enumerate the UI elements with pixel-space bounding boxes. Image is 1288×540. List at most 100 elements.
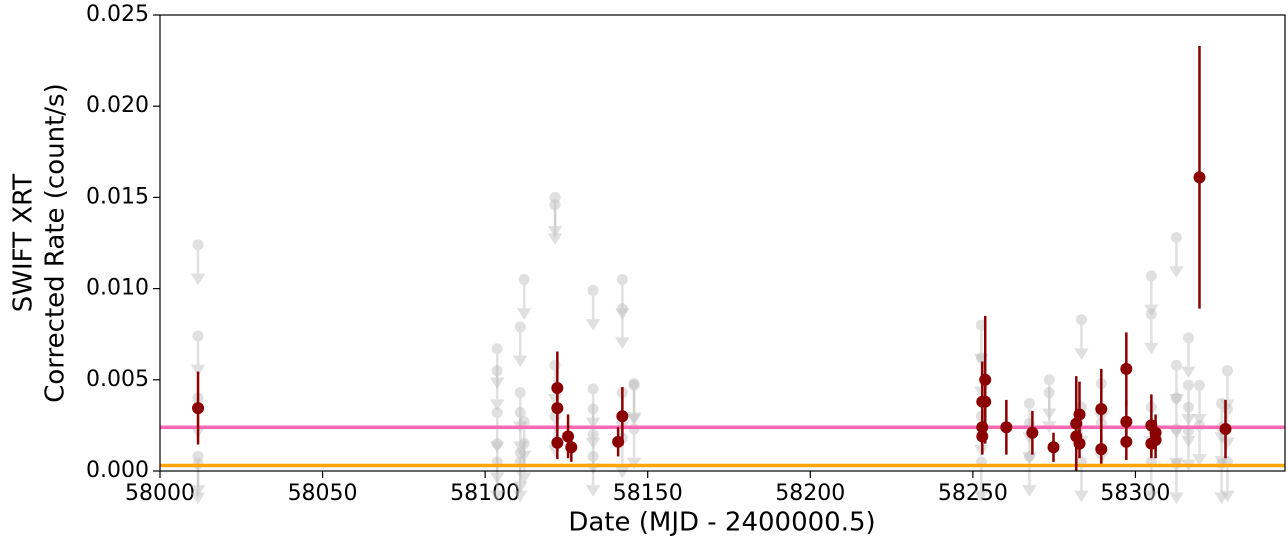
upper-limit-arrow [1192, 385, 1207, 426]
upper-limit-arrow [1169, 463, 1184, 505]
upper-limit [547, 191, 563, 238]
upper-limit-arrow [585, 456, 601, 497]
upper-limit-point [1023, 398, 1035, 410]
upper-limit-arrow [626, 383, 642, 424]
upper-limit-point [587, 403, 599, 415]
upper-limit-point [1182, 401, 1194, 413]
upper-limit-arrow [626, 385, 642, 426]
x-tick-label: 58250 [938, 481, 1008, 506]
upper-limit-arrow [1074, 319, 1089, 360]
upper-limit [190, 450, 206, 497]
upper-limit-point [491, 438, 503, 450]
upper-limit-point [616, 303, 628, 315]
upper-limit-arrow [513, 412, 528, 453]
upper-limit-point [491, 343, 503, 355]
x-tick-label: 58200 [775, 481, 845, 506]
data-point [551, 436, 564, 449]
y-tick-label: 0.015 [86, 184, 149, 209]
upper-limit-point [1221, 403, 1233, 415]
plot-frame [159, 14, 1286, 472]
upper-limit-point [1043, 387, 1055, 399]
upper-limit-arrow [1181, 385, 1196, 426]
upper-limit [516, 273, 532, 320]
upper-limit-point [514, 387, 526, 399]
upper-limit-point [1170, 359, 1182, 371]
upper-limit-arrow [585, 290, 601, 331]
upper-limit [547, 359, 563, 406]
upper-limit [626, 379, 642, 426]
upper-limit-point [616, 273, 628, 285]
upper-limit-point [1170, 423, 1182, 435]
upper-limit-point [587, 429, 599, 441]
upper-limit-point [518, 438, 530, 450]
x-tick-label: 58300 [1100, 481, 1170, 506]
data-point [979, 395, 992, 408]
data-point [192, 402, 205, 415]
upper-limit-point [1145, 308, 1157, 320]
upper-limit-arrow [585, 388, 601, 430]
upper-limit [626, 423, 642, 470]
upper-limit-arrow [1169, 365, 1184, 406]
upper-limit [615, 303, 630, 350]
upper-limit-arrow [615, 279, 630, 320]
upper-limit-arrow [1022, 456, 1037, 497]
upper-limit-arrow [489, 348, 505, 390]
upper-limit-arrow [1074, 461, 1089, 503]
upper-limit-arrow [1169, 429, 1184, 470]
upper-limit-point [192, 239, 204, 251]
upper-limit-point [549, 199, 561, 211]
upper-limit-arrow [1192, 425, 1207, 466]
upper-limit [1181, 425, 1196, 472]
upper-limit [513, 407, 528, 453]
data-point [1026, 426, 1039, 439]
upper-limit-point [628, 377, 640, 389]
upper-limit-arrow [190, 456, 206, 497]
upper-limit-point [518, 273, 530, 285]
upper-limit-point [628, 379, 640, 391]
upper-limit [974, 456, 989, 503]
upper-limit [489, 407, 505, 453]
upper-limit-arrow [974, 461, 989, 503]
data-point [1073, 408, 1086, 421]
upper-limit-arrow [547, 197, 563, 238]
upper-limit [1022, 450, 1037, 497]
upper-limit-point [1043, 374, 1055, 386]
y-tick-label: 0.000 [86, 458, 149, 483]
upper-limit-arrow [489, 443, 505, 484]
upper-limit [547, 199, 563, 246]
upper-limit-arrow [1144, 314, 1159, 355]
upper-limit-point [628, 423, 640, 435]
data-point [1073, 437, 1086, 450]
data-point [565, 441, 578, 454]
x-axis-label: Date (MJD - 2400000.5) [568, 508, 875, 538]
upper-limit-point [518, 416, 530, 428]
upper-limit-point [587, 383, 599, 395]
upper-limit [190, 330, 206, 377]
upper-limit-arrow [626, 429, 642, 470]
upper-limit [1042, 374, 1057, 421]
upper-limit [1169, 232, 1184, 278]
upper-limit-arrow [489, 412, 505, 453]
upper-limit [1192, 379, 1207, 426]
upper-limit [516, 438, 532, 484]
upper-limit [615, 273, 630, 320]
data-point [1120, 415, 1133, 428]
upper-limit-point [1075, 314, 1087, 326]
upper-limit [1169, 359, 1184, 406]
upper-limit [489, 438, 505, 484]
upper-limit-point [1145, 270, 1157, 282]
upper-limit-arrow [190, 463, 206, 505]
upper-limit-point [549, 359, 561, 371]
upper-limit-arrow [1169, 237, 1184, 278]
y-tick-label: 0.025 [86, 2, 149, 27]
x-tick-label: 58000 [125, 481, 195, 506]
upper-limit-point [514, 321, 526, 333]
upper-limit [585, 383, 601, 430]
data-point [616, 410, 629, 423]
upper-limit [489, 343, 505, 390]
upper-limit-point [192, 450, 204, 462]
upper-limit-point [514, 447, 526, 459]
upper-limit-arrow [974, 325, 989, 366]
upper-limit-point [1170, 392, 1182, 404]
